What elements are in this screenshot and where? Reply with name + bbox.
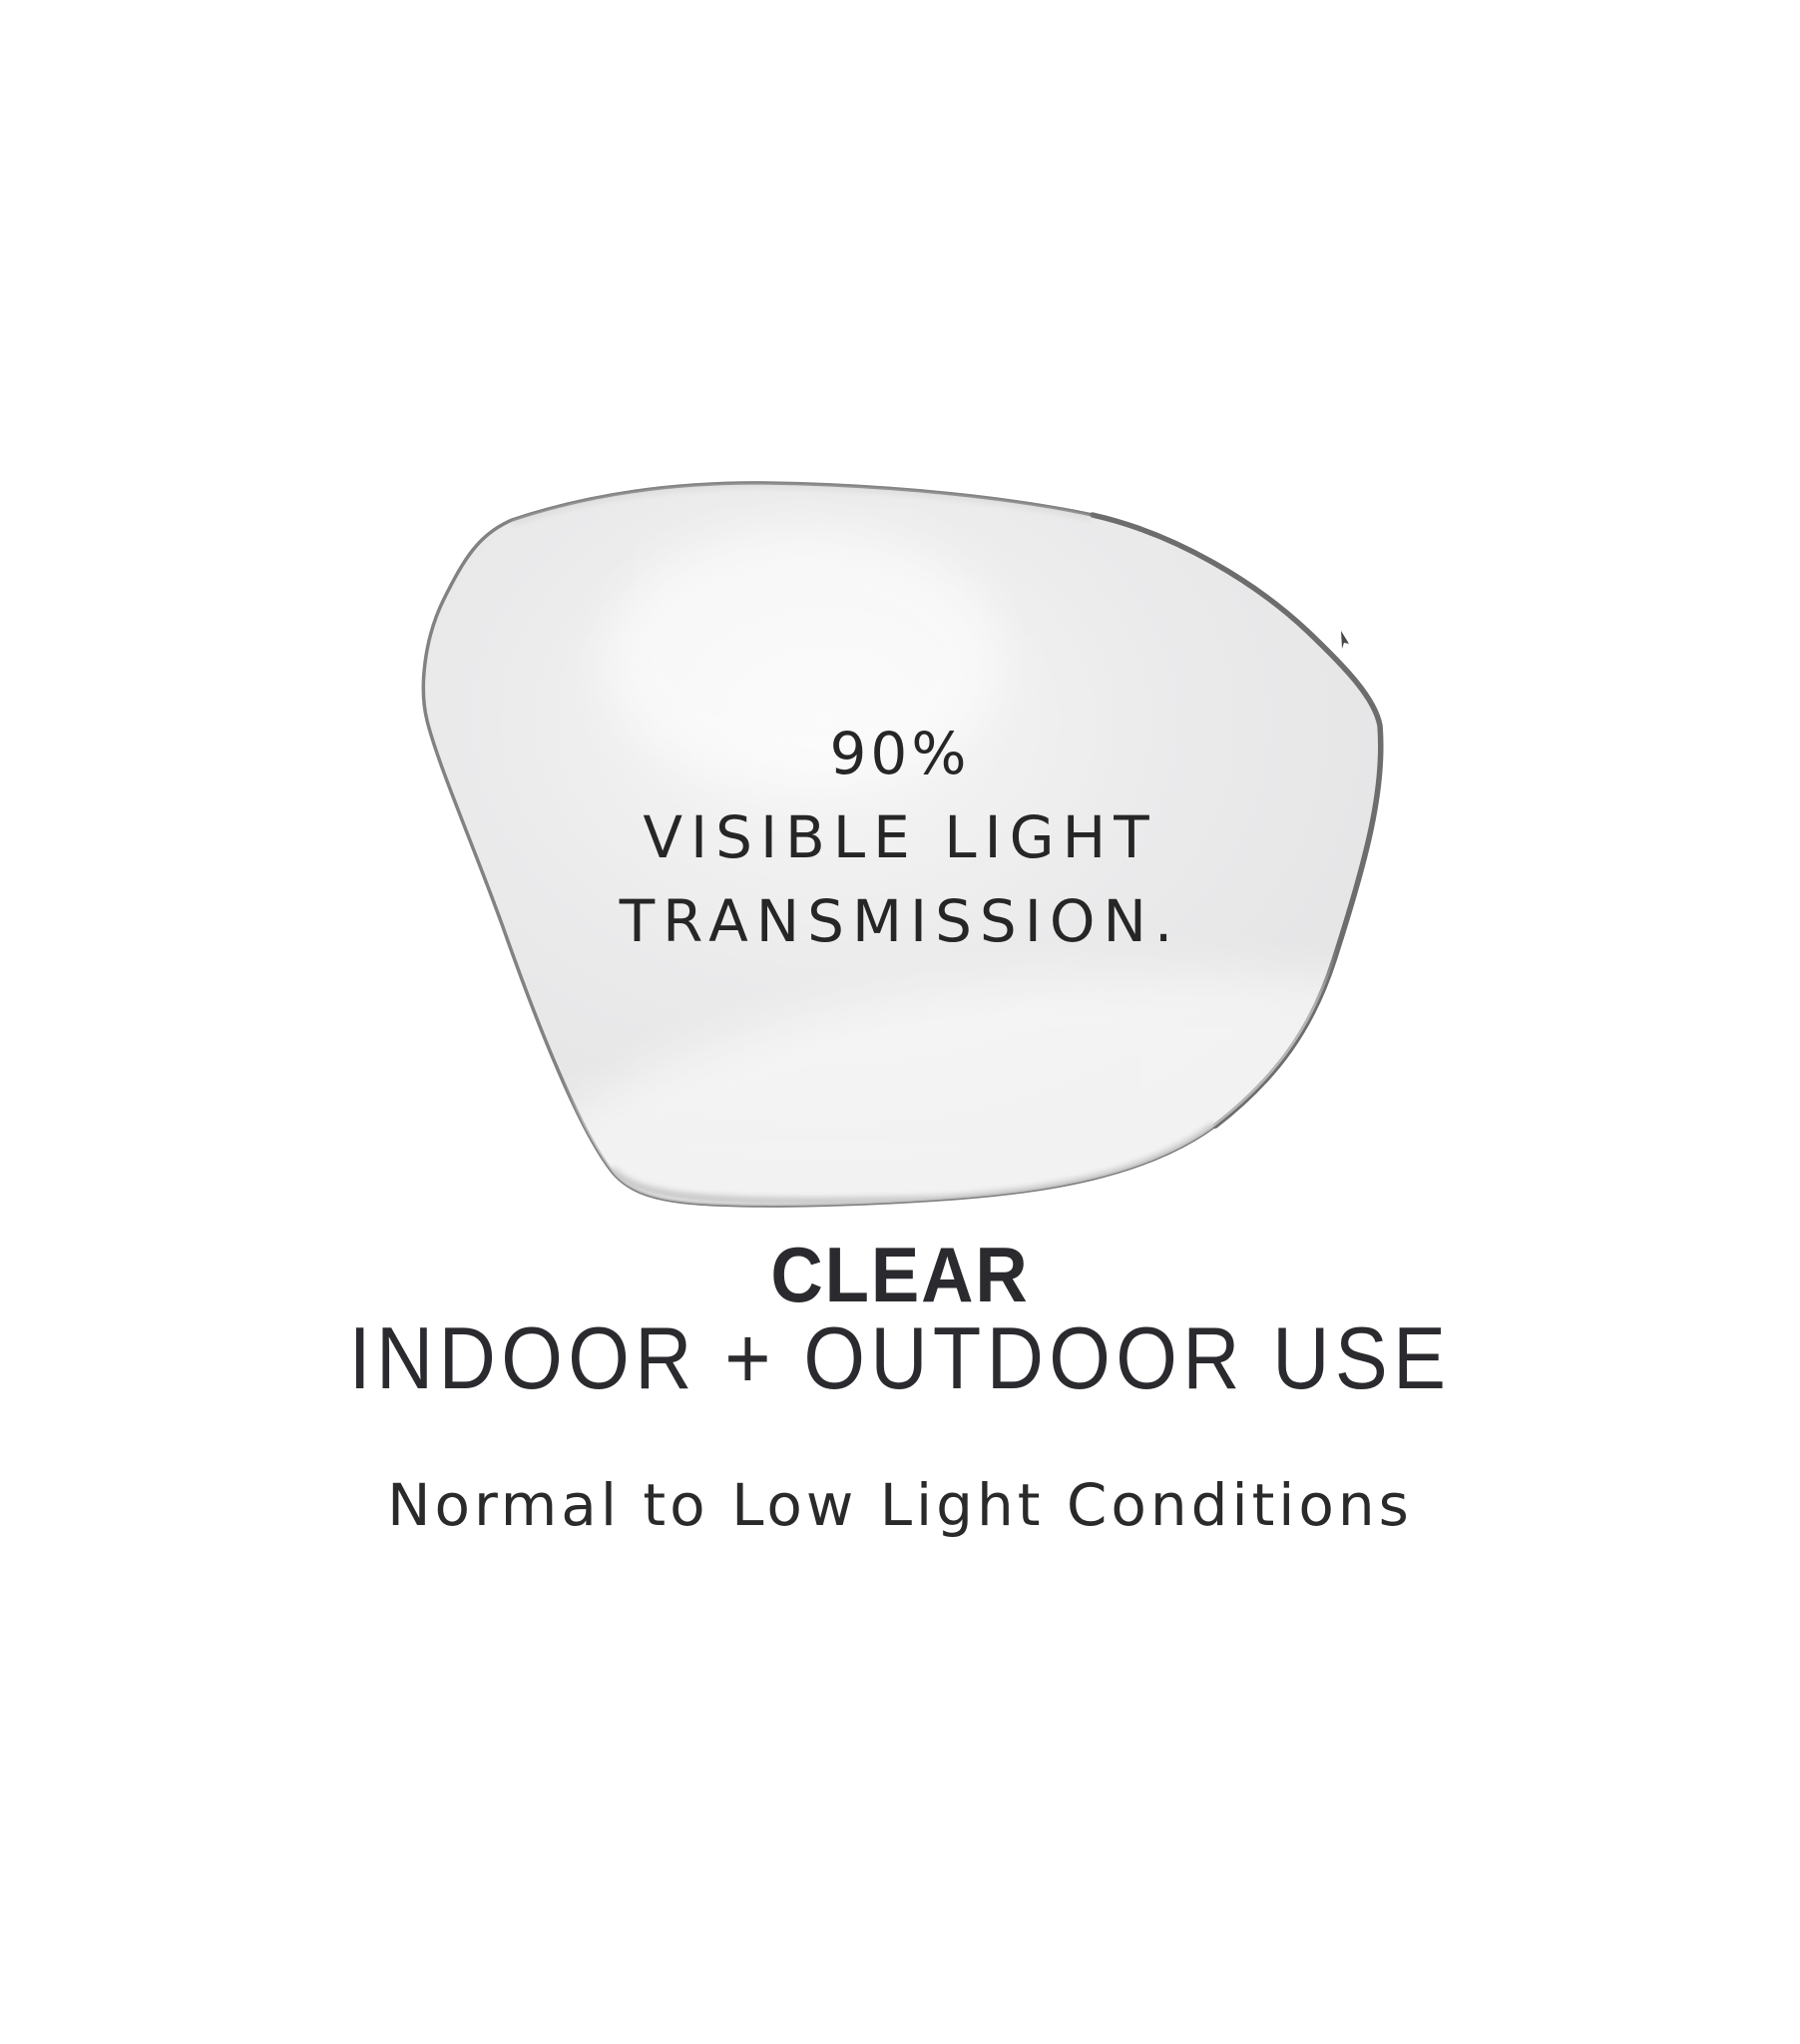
lens-highlight-blob [604, 529, 1003, 788]
lens-use-subtitle: INDOOR + OUTDOOR USE [348, 1308, 1452, 1407]
light-conditions-description: Normal to Low Light Conditions [387, 1471, 1413, 1539]
lens-label-line-3: TRANSMISSION. [619, 887, 1181, 955]
lens-label: 90% VISIBLE LIGHT TRANSMISSION. [0, 712, 1800, 963]
lens-label-line-1: 90% [829, 720, 971, 787]
lens-rim-bottom-band [608, 1122, 1218, 1206]
lens-rim-top-band [511, 484, 1092, 525]
cursor-artifact [1341, 631, 1349, 649]
lens-label-line-2: VISIBLE LIGHT [643, 803, 1157, 871]
lens-tint-title: CLEAR [770, 1231, 1030, 1318]
